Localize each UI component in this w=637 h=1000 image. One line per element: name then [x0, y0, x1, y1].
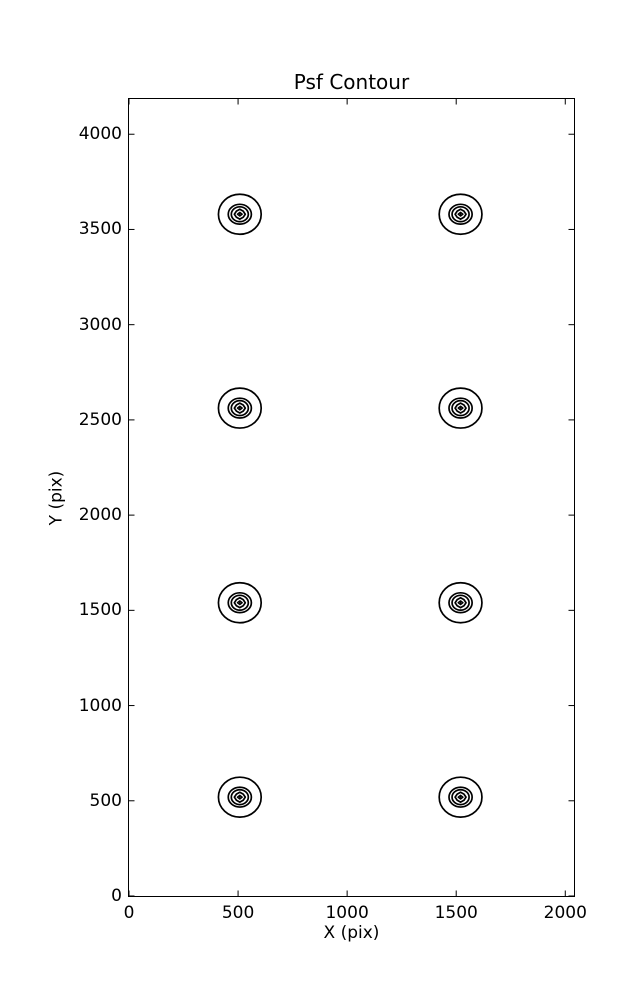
contour-ring	[227, 203, 253, 225]
contour-ring	[457, 600, 464, 606]
contour-center-dot	[459, 213, 462, 216]
contour-center-dot	[459, 601, 462, 604]
contour-ring	[233, 596, 247, 609]
y-tick-label: 500	[89, 790, 122, 811]
chart-title: Psf Contour	[293, 70, 410, 94]
contour-ring	[230, 594, 250, 611]
x-tick-label: 1000	[325, 903, 369, 923]
contour-ring	[217, 387, 263, 429]
y-tick-label: 2500	[78, 409, 122, 430]
contour-ring	[451, 594, 470, 611]
contour-ring	[227, 397, 253, 419]
contour-ring	[438, 193, 483, 236]
psf-contour-blob	[217, 387, 263, 429]
contour-ring	[227, 786, 253, 808]
contour-ring	[451, 205, 470, 223]
contour-ring	[454, 208, 467, 221]
contour-ring	[451, 399, 470, 417]
plot-area	[128, 98, 575, 897]
psf-contour-blob	[217, 776, 263, 819]
y-tick-label: 0	[111, 886, 122, 906]
contour-ring	[438, 387, 483, 429]
psf-contour-blob	[438, 581, 483, 624]
contour-ring	[454, 402, 467, 414]
psf-contour-blob	[438, 193, 483, 236]
x-tick-label: 2000	[543, 903, 587, 923]
psf-contour-blob	[438, 387, 483, 429]
contour-ring	[457, 211, 464, 217]
psf-contour-blob	[217, 193, 263, 236]
contour-ring	[230, 399, 250, 417]
contour-center-dot	[238, 213, 241, 216]
contour-ring	[230, 205, 250, 223]
contour-ring	[457, 405, 464, 411]
contour-center-dot	[238, 407, 241, 409]
y-tick-label: 3500	[78, 219, 122, 240]
contour-ring	[236, 211, 243, 217]
contour-ring	[230, 788, 250, 806]
x-tick-label: 0	[123, 903, 135, 923]
contour-ring	[227, 591, 253, 614]
contour-ring	[454, 791, 467, 803]
contour-ring	[233, 402, 247, 414]
contour-ring	[448, 591, 473, 614]
contour-ring	[236, 794, 243, 800]
contour-ring	[438, 776, 483, 819]
contour-ring	[448, 786, 473, 808]
y-axis-label: Y (pix)	[46, 470, 67, 526]
contour-plot-canvas	[129, 99, 574, 896]
contour-ring	[217, 581, 263, 624]
contour-center-dot	[459, 796, 462, 799]
contour-ring	[438, 581, 483, 624]
contour-ring	[233, 791, 247, 803]
y-tick-label: 1000	[78, 695, 122, 716]
contour-ring	[236, 600, 243, 606]
y-tick-label: 2000	[78, 505, 122, 526]
x-axis-label: X (pix)	[323, 923, 380, 943]
contour-ring	[454, 596, 467, 609]
contour-ring	[217, 193, 263, 236]
contour-ring	[451, 788, 470, 806]
contour-center-dot	[238, 796, 241, 799]
contour-ring	[236, 405, 243, 411]
contour-ring	[448, 203, 473, 225]
contour-center-dot	[459, 407, 462, 409]
y-tick-label: 1500	[78, 600, 122, 621]
contour-ring	[233, 208, 247, 221]
contour-ring	[217, 776, 263, 819]
x-tick-label: 500	[221, 903, 255, 923]
psf-contour-blob	[217, 581, 263, 624]
contour-ring	[448, 397, 473, 419]
y-tick-label: 4000	[78, 124, 122, 145]
contour-center-dot	[238, 601, 241, 604]
contour-ring	[457, 794, 464, 800]
psf-contour-blob	[438, 776, 483, 819]
y-tick-label: 3000	[78, 314, 122, 335]
x-tick-label: 1500	[434, 903, 478, 923]
